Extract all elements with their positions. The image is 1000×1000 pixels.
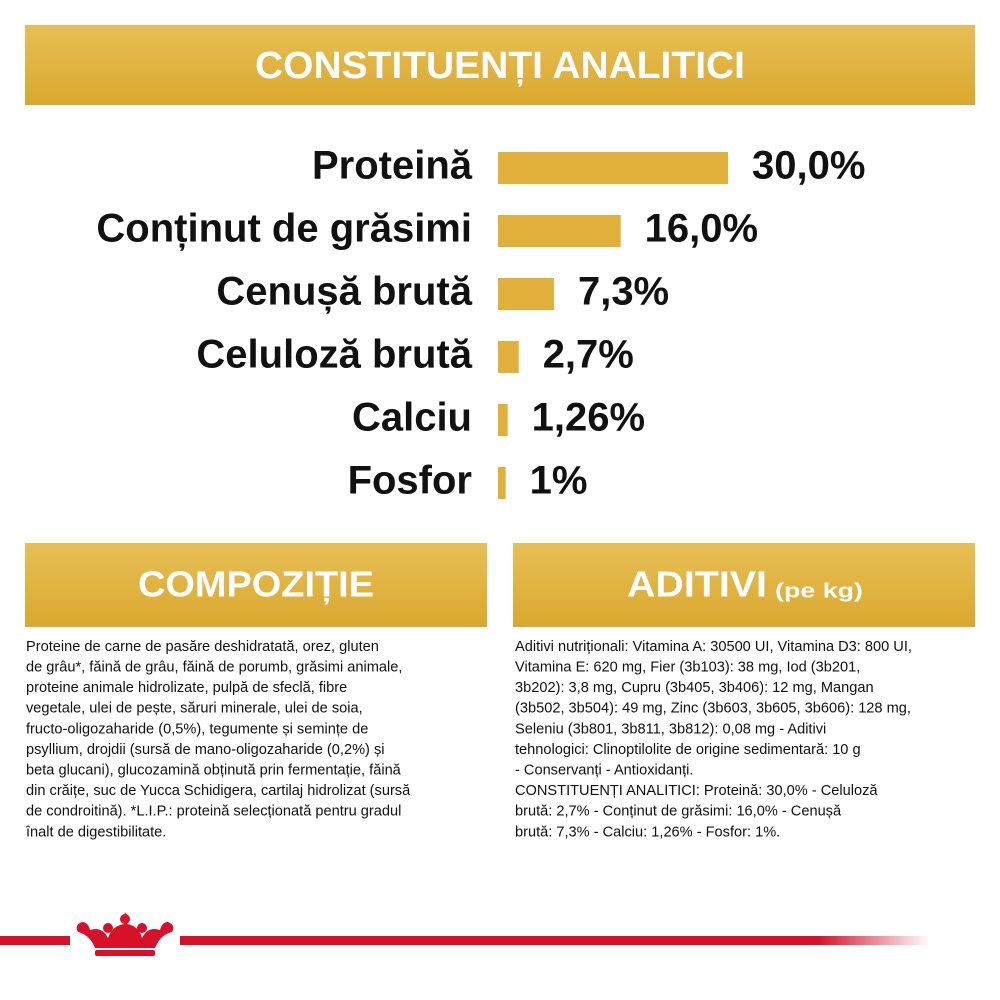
value-label: 2,7% <box>543 333 634 377</box>
body-line: înalt de digestibilitate. <box>25 824 166 840</box>
bar <box>498 467 506 499</box>
value-label: 1,26% <box>532 396 645 440</box>
bar <box>498 278 554 310</box>
chart-title: CONSTITUENȚI ANALITICI <box>255 45 745 87</box>
value-label: 30,0% <box>752 144 865 188</box>
composition-title: COMPOZIȚIE <box>138 564 374 605</box>
body-line: CONSTITUENȚI ANALITICI: Proteină: 30,0% … <box>515 783 878 799</box>
body-line: fructo-oligozaharide (0,5%), tegumente ș… <box>26 721 368 737</box>
value-label: 7,3% <box>578 270 669 314</box>
body-line: Seleniu (3b801, 3b811, 3b812): 0,08 mg -… <box>515 721 826 737</box>
body-line: tehnologici: Clinoptilolite de origine s… <box>515 742 861 758</box>
footer <box>0 912 930 956</box>
body-line: de grâu*, făină de grâu, făină de porumb… <box>26 659 402 675</box>
body-line: brută: 7,3% - Calciu: 1,26% - Fosfor: 1%… <box>515 824 780 840</box>
category-label: Proteină <box>312 144 473 188</box>
body-line: beta glucani), glucozamină obținută prin… <box>26 762 402 778</box>
category-label: Calciu <box>352 396 472 440</box>
additives-subtitle: (pe kg) <box>775 580 863 602</box>
body-line: Vitamina E: 620 mg, Fier (3b103): 38 mg,… <box>515 659 860 675</box>
body-line: psyllium, drojdii (sursă de mano-oligoza… <box>26 742 385 758</box>
value-label: 1% <box>530 459 588 503</box>
body-line: Proteine de carne de pasăre deshidratată… <box>26 639 379 655</box>
title-band <box>25 25 975 105</box>
bar <box>498 152 728 184</box>
footer-line <box>0 936 70 945</box>
category-label: Celuloză brută <box>196 333 472 377</box>
category-label: Cenușă brută <box>216 270 472 314</box>
body-line: brută: 2,7% - Conținut de grăsimi: 16,0%… <box>515 804 842 820</box>
body-line: vegetale, ulei de pește, săruri minerale… <box>26 701 363 717</box>
bar <box>498 341 519 373</box>
body-line: - Conservanți - Antioxidanți. <box>515 762 693 778</box>
body-line: proteine animale hidrolizate, pulpă de s… <box>26 680 347 696</box>
crown-logo <box>76 912 174 956</box>
body-line: 3b202): 3,8 mg, Cupru (3b405, 3b406): 12… <box>515 680 874 696</box>
composition-band <box>25 543 487 627</box>
body-line: de condroitină). *L.I.P.: proteină selec… <box>26 804 401 820</box>
bar <box>498 215 621 247</box>
body-line: Aditivi nutriționali: Vitamina A: 30500 … <box>515 639 912 655</box>
footer-line <box>180 936 930 945</box>
body-line: din crăițe, suc de Yucca Schidigera, car… <box>26 783 411 799</box>
additives-title: ADITIVI <box>627 564 767 605</box>
bar <box>498 404 508 436</box>
additives-band <box>513 543 975 627</box>
body-line: (3b502, 3b504): 49 mg, Zinc (3b603, 3b60… <box>515 701 911 717</box>
value-label: 16,0% <box>645 207 758 251</box>
category-label: Conținut de grăsimi <box>96 207 472 251</box>
category-label: Fosfor <box>348 459 472 503</box>
